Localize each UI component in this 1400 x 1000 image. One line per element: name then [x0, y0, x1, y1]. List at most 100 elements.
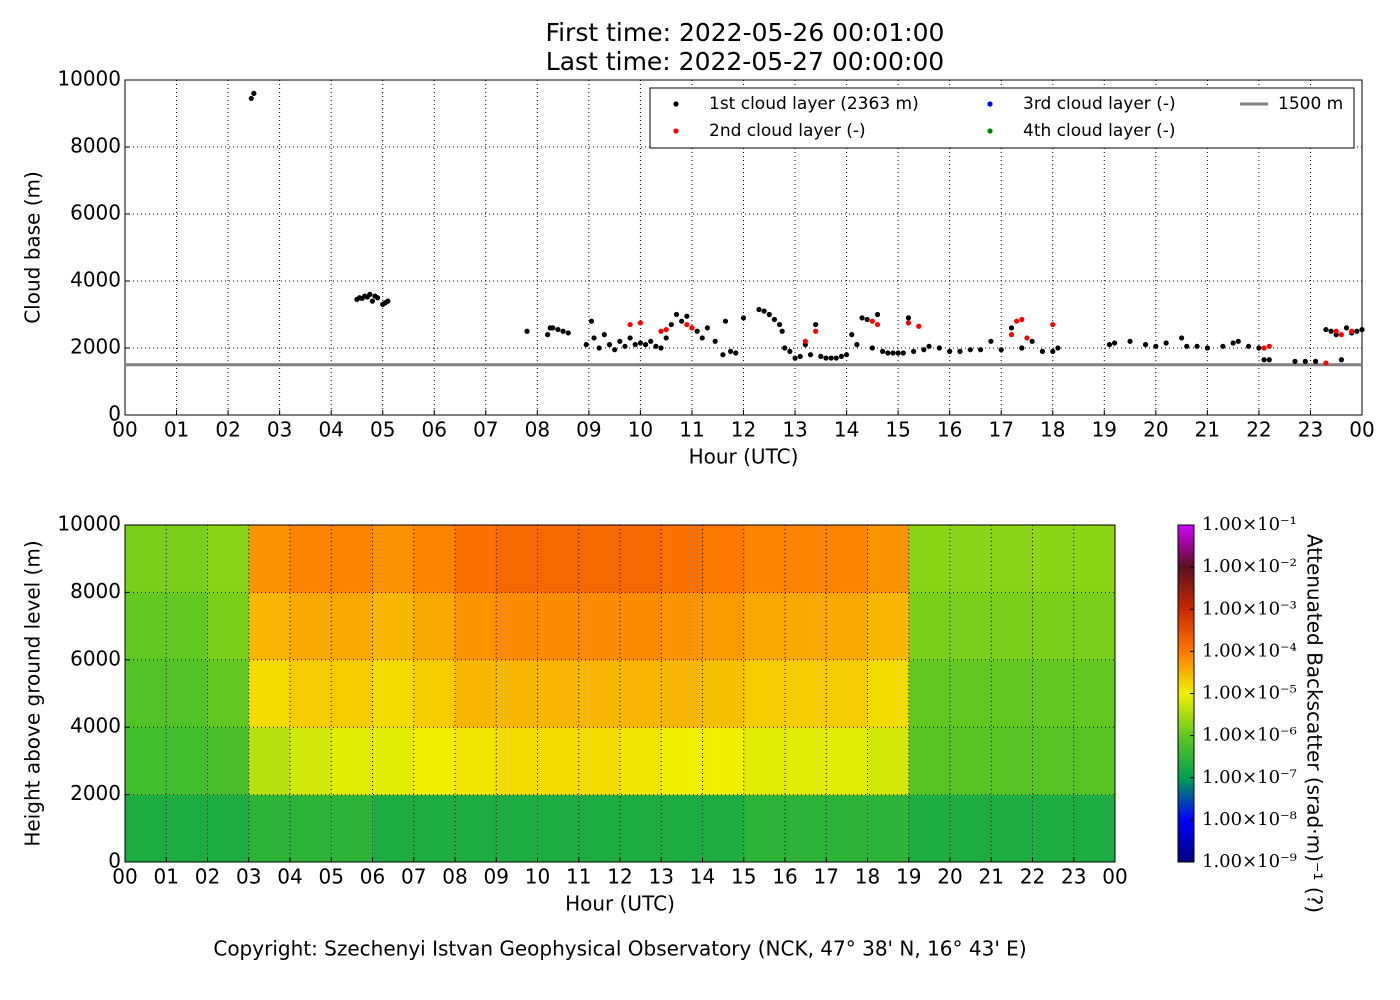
heat-cell: [1032, 525, 1075, 593]
heat-cell: [661, 727, 703, 796]
y-axis-label: Cloud base (m): [21, 171, 45, 324]
heat-cell: [331, 659, 373, 728]
x-tick-label: 12: [731, 418, 756, 442]
heat-cell: [537, 592, 580, 661]
cloud-point: [1127, 338, 1133, 344]
x-tick-label: 00: [112, 418, 137, 442]
heat-cell: [207, 525, 250, 593]
cloud-point: [1292, 358, 1298, 364]
cloud-point: [588, 318, 595, 324]
cloud-point: [367, 291, 373, 297]
heat-cell: [166, 592, 208, 661]
heat-cell: [908, 659, 951, 728]
heat-cell: [455, 525, 497, 593]
colorbar-tick-label: 1.00×10⁻⁹: [1202, 851, 1297, 872]
heat-cell: [991, 659, 1033, 728]
cloud-point: [524, 328, 530, 334]
heat-cell: [950, 794, 992, 863]
cloud-point: [560, 328, 566, 334]
heat-cell: [661, 525, 703, 593]
heat-cell: [785, 592, 827, 661]
heat-cell: [496, 794, 538, 863]
heat-cell: [1032, 659, 1075, 728]
heat-cell: [578, 592, 621, 661]
colorbar-label: Attenuated Backscatter (srad·m)⁻¹ (?): [1303, 534, 1327, 913]
x-tick-label: 02: [195, 865, 220, 889]
cloud-point: [248, 95, 254, 102]
heat-cell: [620, 794, 662, 863]
cloud-point: [565, 330, 571, 336]
y-tick-label: 4000: [70, 714, 121, 738]
heat-cell: [537, 525, 580, 593]
cloud-point: [1266, 357, 1272, 363]
heat-cell: [537, 794, 580, 863]
heat-cell: [496, 727, 538, 796]
heat-cell: [867, 525, 910, 593]
cloud-point: [673, 311, 680, 318]
x-tick-label: 06: [422, 418, 447, 442]
x-tick-label: 01: [164, 418, 189, 442]
cloud-point: [637, 340, 644, 346]
cloud-point: [813, 321, 819, 328]
cloud-point: [369, 298, 375, 304]
cloud-point: [756, 306, 762, 313]
cloud-point: [957, 348, 963, 354]
x-tick-label: 06: [360, 865, 385, 889]
legend-marker: [987, 101, 993, 107]
x-tick-label: 16: [772, 865, 797, 889]
cloud-point: [1354, 328, 1360, 334]
heat-cell: [290, 525, 332, 593]
heat-cell: [578, 794, 621, 863]
legend-label: 3rd cloud layer (-): [1023, 94, 1176, 114]
y-tick-label: 10000: [57, 67, 121, 91]
cloud-point: [606, 342, 613, 348]
cloud-point: [1261, 345, 1267, 351]
x-tick-label: 15: [885, 418, 910, 442]
x-tick-label: 19: [896, 865, 921, 889]
cloud-point: [1019, 316, 1025, 323]
heat-cell: [785, 659, 827, 728]
heat-cell: [1032, 592, 1075, 661]
heat-cell: [743, 525, 786, 593]
cloud-point: [1338, 332, 1344, 338]
cloud-point: [684, 313, 690, 319]
cloud-point: [251, 90, 257, 96]
heat-cell: [1073, 592, 1116, 661]
cloud-point: [880, 348, 886, 354]
x-tick-label: 05: [370, 418, 395, 442]
heat-cell: [991, 592, 1033, 661]
cloud-point: [385, 298, 391, 304]
heat-cell: [743, 794, 786, 863]
heat-cell: [125, 659, 167, 728]
cloud-point: [1343, 325, 1350, 331]
cloud-point: [947, 348, 953, 354]
heat-cell: [950, 727, 992, 796]
cloud-point: [782, 345, 788, 351]
heat-cell: [826, 659, 868, 728]
legend-label: 1500 m: [1278, 94, 1343, 114]
cloud-point: [712, 338, 718, 344]
cloud-point: [1328, 328, 1334, 334]
cloud-point: [545, 332, 551, 338]
cloud-point: [905, 315, 912, 321]
x-tick-label: 12: [607, 865, 632, 889]
y-tick-label: 2000: [70, 335, 121, 359]
x-tick-label: 18: [1040, 418, 1065, 442]
cloud-point: [874, 321, 881, 328]
cloud-point: [663, 335, 669, 341]
heat-cell: [413, 659, 456, 728]
cloud-point: [843, 352, 850, 358]
x-tick-label: 21: [1195, 418, 1220, 442]
heat-cell: [455, 794, 497, 863]
x-tick-label: 10: [628, 418, 653, 442]
heat-cell: [537, 659, 580, 728]
heat-cell: [207, 794, 250, 863]
cloud-point: [916, 323, 922, 329]
cloud-point: [699, 335, 705, 341]
heat-cell: [867, 727, 910, 796]
colorbar-tick-label: 1.00×10⁻¹: [1202, 514, 1297, 535]
x-tick-label: 04: [318, 418, 343, 442]
legend-label: 1st cloud layer (2363 m): [709, 94, 919, 114]
cloud-point: [596, 345, 602, 351]
cloud-point: [900, 350, 906, 356]
